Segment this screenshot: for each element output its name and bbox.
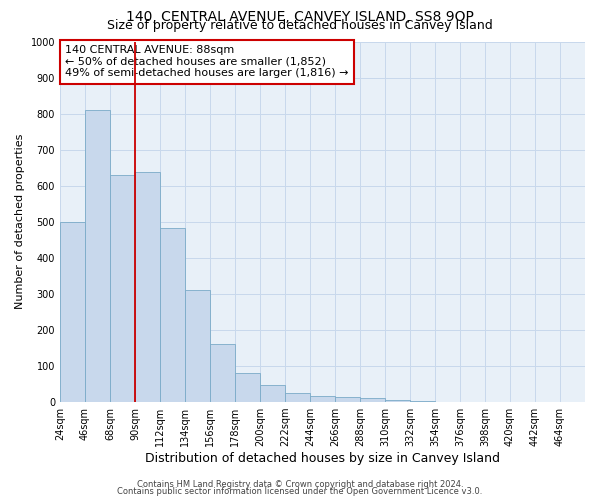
X-axis label: Distribution of detached houses by size in Canvey Island: Distribution of detached houses by size … — [145, 452, 500, 465]
Bar — [335, 396, 360, 402]
Text: Contains HM Land Registry data © Crown copyright and database right 2024.: Contains HM Land Registry data © Crown c… — [137, 480, 463, 489]
Y-axis label: Number of detached properties: Number of detached properties — [15, 134, 25, 310]
Bar — [210, 344, 235, 402]
Bar — [60, 222, 85, 402]
Bar — [260, 385, 285, 402]
Text: Size of property relative to detached houses in Canvey Island: Size of property relative to detached ho… — [107, 18, 493, 32]
Text: 140 CENTRAL AVENUE: 88sqm
← 50% of detached houses are smaller (1,852)
49% of se: 140 CENTRAL AVENUE: 88sqm ← 50% of detac… — [65, 45, 349, 78]
Text: 140, CENTRAL AVENUE, CANVEY ISLAND, SS8 9QP: 140, CENTRAL AVENUE, CANVEY ISLAND, SS8 … — [126, 10, 474, 24]
Text: Contains public sector information licensed under the Open Government Licence v3: Contains public sector information licen… — [118, 487, 482, 496]
Bar — [310, 396, 335, 402]
Bar — [110, 175, 135, 402]
Bar — [160, 228, 185, 402]
Bar — [360, 398, 385, 402]
Bar — [235, 373, 260, 402]
Bar — [85, 110, 110, 402]
Bar — [135, 172, 160, 402]
Bar — [385, 400, 410, 402]
Bar — [185, 290, 210, 402]
Bar — [285, 393, 310, 402]
